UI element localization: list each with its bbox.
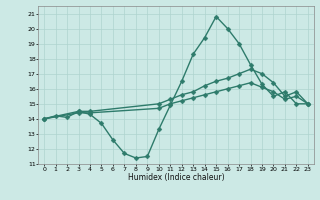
X-axis label: Humidex (Indice chaleur): Humidex (Indice chaleur) [128, 173, 224, 182]
